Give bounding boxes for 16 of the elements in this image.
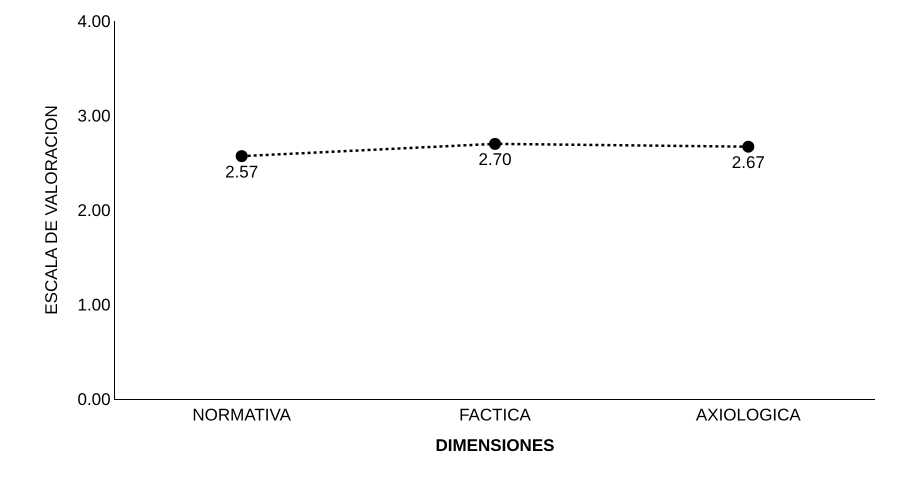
y-tick-label: 3.00 — [78, 106, 111, 126]
y-tick-label: 0.00 — [78, 390, 111, 409]
x-axis-title: DIMENSIONES — [435, 436, 555, 455]
y-tick-label: 4.00 — [78, 12, 111, 31]
point — [489, 138, 501, 150]
point — [742, 140, 754, 153]
point — [236, 150, 248, 162]
y-axis-title: ESCALA DE VALORACION — [42, 105, 62, 315]
data-label: 2.67 — [732, 152, 765, 172]
data-label: 2.70 — [478, 150, 512, 170]
x-tick-label: AXIOLOGICA — [696, 405, 802, 424]
y-tick-label: 2.00 — [78, 200, 111, 220]
x-tick-label: NORMATIVA — [192, 405, 292, 424]
x-tick-label: FACTICA — [459, 405, 532, 424]
data-label: 2.57 — [225, 162, 258, 182]
y-tick-label: 1.00 — [78, 295, 111, 314]
